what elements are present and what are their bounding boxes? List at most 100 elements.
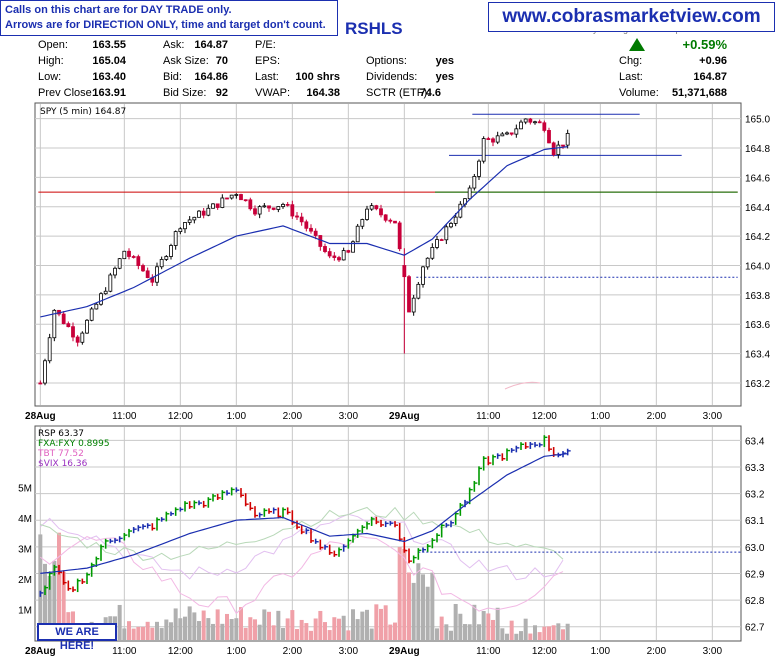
vwap-value: 164.38	[306, 87, 340, 99]
candle-body	[262, 205, 267, 208]
price-x-tick-label: 3:00	[339, 411, 359, 422]
candle-body	[556, 144, 561, 156]
candle-body	[52, 309, 57, 339]
website-banner[interactable]: www.cobrasmarketview.com	[488, 2, 775, 32]
notice-line-2: Arrows are for DIRECTION ONLY, time and …	[5, 19, 326, 31]
volume-bar	[495, 607, 500, 640]
volume-bar	[388, 624, 393, 640]
volume-bar	[463, 624, 467, 640]
volume-bar	[187, 606, 192, 640]
candle-body	[411, 297, 416, 313]
volume-bar	[355, 619, 360, 640]
volume-bar	[253, 619, 257, 640]
volume-bar	[346, 630, 351, 640]
candle-body	[360, 219, 365, 227]
volume-bar	[122, 628, 127, 640]
candle-body	[257, 206, 262, 215]
indicator-y-tick-label: 63.4	[745, 436, 765, 447]
candle-body	[505, 132, 509, 135]
price-y-tick-label: 163.2	[745, 379, 770, 390]
pe-label: P/E:	[255, 39, 276, 51]
volume-bar	[47, 575, 52, 640]
symbol-title: RSHLS	[345, 19, 403, 38]
candle-body	[94, 303, 99, 310]
volume-bar	[295, 629, 299, 640]
candle-body	[393, 220, 397, 224]
candle-body	[248, 199, 253, 210]
indicator-x-tick-label: 2:00	[283, 646, 303, 657]
candle-body	[365, 208, 369, 220]
price-y-tick-label: 164.2	[745, 232, 770, 243]
candle-body	[416, 283, 421, 299]
candle-body	[211, 203, 215, 209]
indicator-plot-frame	[34, 425, 742, 642]
candle-body	[267, 205, 271, 209]
indicator-x-axis: 28Aug 11:00 12:00 1:00 2:00 3:00 29Aug 11:00 12:…	[25, 646, 722, 657]
candle-body	[397, 222, 402, 250]
volume-bar	[500, 628, 505, 640]
candle-body	[313, 230, 318, 236]
price-y-tick-label: 163.4	[745, 350, 770, 361]
price-series-label: SPY (5 min) 164.87	[40, 107, 126, 117]
volume-bar	[472, 604, 477, 640]
volume-y-tick-label: 3M	[18, 545, 32, 556]
candle-body	[89, 308, 94, 321]
volume-bar	[206, 618, 211, 640]
bid-size-value: 92	[216, 87, 228, 99]
price-panel: 163.2 163.4 163.6 163.8 164.0 164.2 164.4 164.6…	[34, 102, 770, 407]
volume-bar	[309, 630, 313, 640]
volume-bar	[117, 604, 122, 640]
indicator-x-tick-label: 1:00	[227, 646, 247, 657]
indicator-y-axis: 62.7 62.8 62.9 63.0 63.1 63.2 63.3 63.4	[745, 436, 765, 633]
price-y-tick-label: 164.0	[745, 262, 770, 273]
volume-bar	[197, 621, 201, 640]
volume-bar	[477, 624, 481, 640]
volume-bar	[234, 618, 239, 640]
ask-size-value: 70	[216, 55, 228, 67]
candle-body	[192, 216, 197, 221]
candle-body	[178, 228, 183, 233]
volume-bar	[505, 633, 509, 640]
candle-body	[113, 267, 117, 276]
price-x-tick-label: 28Aug	[25, 411, 56, 422]
tbt-line	[39, 535, 564, 615]
bid-value: 164.86	[194, 71, 228, 83]
candle-body	[47, 337, 52, 362]
indicator-y-tick-label: 63.1	[745, 516, 765, 527]
volume-bar	[323, 622, 327, 640]
last-size-label: Last:	[255, 71, 279, 83]
bid-size-label: Bid Size:	[163, 87, 206, 99]
price-faint-overlay	[504, 381, 541, 390]
candle-body	[374, 205, 379, 210]
prev-close-label: Prev Close:	[38, 87, 95, 99]
bid-label: Bid:	[163, 71, 182, 83]
candle-body	[285, 203, 290, 206]
quote-header: Open: 163.55 High: 165.04 Low: 163.40 Pr…	[38, 19, 727, 99]
price-y-tick-label: 163.6	[745, 320, 770, 331]
candle-body	[383, 214, 388, 221]
volume-bar	[299, 619, 304, 640]
volume-label: Volume:	[619, 87, 659, 99]
candle-body	[379, 208, 383, 216]
legend-rsp: RSP 63.37	[38, 429, 84, 439]
candle-body	[421, 266, 425, 285]
candle-body	[131, 256, 136, 258]
candle-body	[220, 197, 225, 208]
price-x-tick-label: 2:00	[647, 411, 667, 422]
price-levels	[38, 113, 738, 278]
day-trade-notice: Calls on this chart are for DAY TRADE on…	[0, 0, 338, 36]
volume-bar	[481, 611, 486, 640]
volume-bar	[393, 622, 397, 640]
indicator-x-tick-label: 12:00	[532, 646, 557, 657]
candle-body	[197, 210, 201, 218]
candle-body	[435, 239, 439, 248]
volume-bar	[486, 613, 491, 640]
volume-bar	[397, 546, 402, 640]
candle-body	[449, 223, 453, 228]
volume-bar	[435, 628, 439, 640]
volume-bar	[509, 620, 514, 640]
volume-bar	[211, 623, 215, 640]
volume-bar	[243, 627, 248, 640]
volume-bar	[192, 612, 197, 640]
